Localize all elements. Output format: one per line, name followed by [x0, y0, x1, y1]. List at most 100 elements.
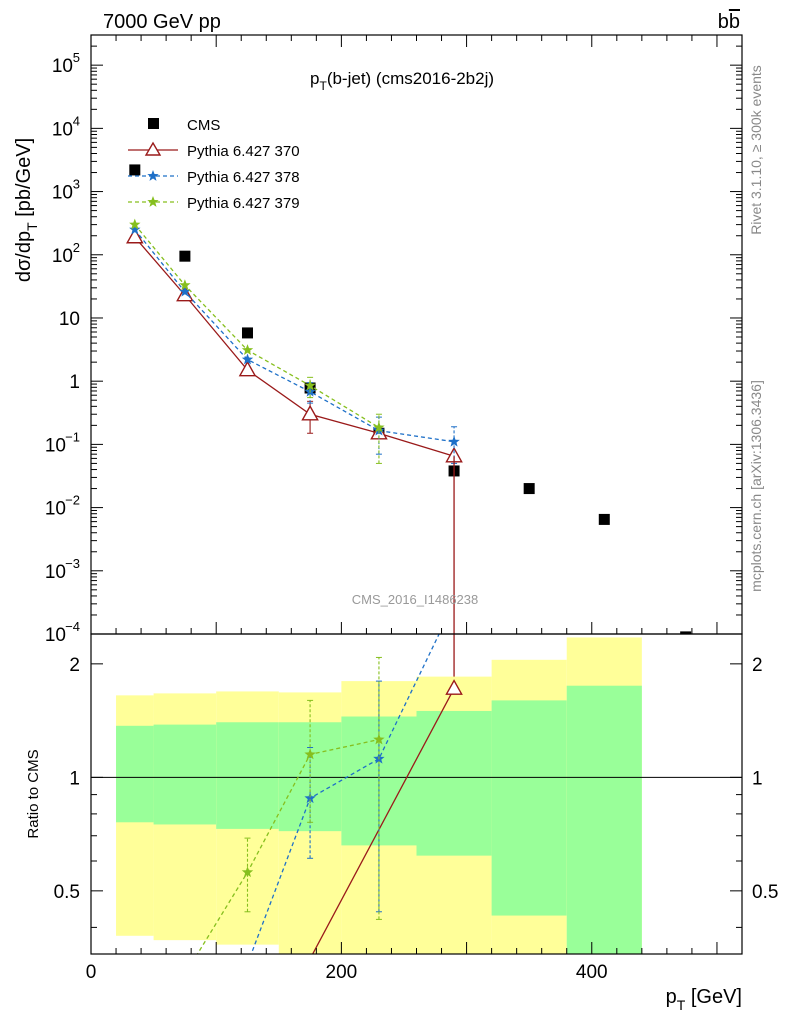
main-y-label: dσ/dpT [pb/GeV]	[13, 138, 40, 282]
data-point	[129, 218, 141, 230]
main-y-tick-exponent: −4	[65, 619, 80, 634]
watermark: CMS_2016_I1486238	[352, 592, 479, 607]
legend-entry-378: Pythia 6.427 378	[128, 169, 300, 186]
svg-text:Rivet 3.1.10, ≥ 300k events: Rivet 3.1.10, ≥ 300k events	[748, 65, 764, 235]
data-point	[241, 353, 254, 365]
main-y-tick-exponent: −3	[65, 556, 80, 571]
ratio-y-tick-label-right: 2	[752, 655, 763, 676]
x-tick-label: 0	[86, 962, 97, 983]
main-y-tick-label: 10	[45, 499, 66, 520]
main-y-tick-exponent: 2	[73, 240, 80, 255]
series-pythia-6-427-379	[129, 218, 385, 464]
main-y-tick-exponent: 3	[73, 177, 80, 192]
energy-label: 7000 GeV pp	[103, 11, 221, 33]
ratio-data-point	[445, 679, 463, 695]
ratio-data-point	[304, 748, 316, 760]
main-y-tick-exponent: 4	[73, 113, 80, 128]
ratio-series-line	[196, 738, 380, 954]
svg-text:CMS: CMS	[187, 117, 220, 134]
main-series	[126, 164, 692, 634]
x-axis-label: pT [GeV]	[666, 986, 742, 1013]
data-point	[179, 279, 191, 291]
process-label: bb	[718, 11, 740, 33]
data-point	[448, 435, 460, 447]
series-line	[134, 224, 380, 429]
main-y-tick-label: 10	[59, 309, 80, 330]
legend: CMS Pythia 6.427 370 Pythia 6.427 378 Py…	[128, 117, 300, 212]
data-point	[129, 164, 141, 176]
uncertainty-band-inner	[153, 724, 217, 825]
main-y-tick-label: 10	[52, 119, 73, 140]
uncertainty-band-inner	[216, 722, 279, 829]
data-point	[179, 285, 191, 297]
svg-text:mcplots.cern.ch [arXiv:1306.34: mcplots.cern.ch [arXiv:1306.3436]	[748, 380, 764, 592]
ratio-y-tick-label-right: 0.5	[752, 882, 778, 903]
ratio-data-point	[373, 733, 385, 745]
data-point	[304, 379, 316, 391]
data-point	[129, 223, 141, 235]
process-antiquark: b	[729, 11, 740, 33]
data-point	[179, 250, 191, 262]
legend-marker-378	[147, 170, 159, 181]
ratio-data-point	[304, 792, 316, 804]
svg-text:Pythia 6.427 370: Pythia 6.427 370	[187, 143, 300, 160]
x-tick-label: 400	[576, 962, 608, 983]
svg-text:Pythia 6.427 378: Pythia 6.427 378	[187, 169, 300, 186]
svg-text:bb: bb	[718, 11, 740, 33]
svg-text:dσ/dpT [pb/GeV]: dσ/dpT [pb/GeV]	[13, 138, 40, 282]
main-y-tick-label: 10	[45, 562, 66, 583]
ratio-y-tick-label-left: 0.5	[54, 882, 80, 903]
legend-marker-379	[147, 196, 159, 207]
plot-title: pT(b-jet) (cms2016-2b2j)	[310, 69, 494, 93]
ratio-series	[196, 634, 463, 954]
data-point	[301, 404, 319, 421]
main-y-tick-label: 10	[52, 246, 73, 267]
svg-text:Ratio to CMS: Ratio to CMS	[25, 749, 42, 838]
data-point	[241, 327, 253, 339]
main-y-tick-exponent: −2	[65, 493, 80, 508]
main-y-tick-exponent: −1	[65, 429, 80, 444]
data-point	[238, 360, 257, 377]
series-pythia-6-427-370	[126, 227, 463, 463]
ratio-x-ticks: 0 200 400	[86, 942, 743, 983]
series-pythia-6-427-378	[129, 223, 460, 464]
data-point	[598, 513, 610, 525]
ratio-y-label: Ratio to CMS	[25, 749, 42, 838]
uncertainty-band-inner	[491, 700, 567, 916]
legend-entry-cms: CMS	[148, 117, 220, 134]
series-cms	[129, 164, 692, 634]
main-y-tick-label: 10	[45, 625, 66, 646]
legend-entry-370: Pythia 6.427 370	[128, 141, 300, 160]
uncertainty-band-inner	[566, 685, 642, 954]
ratio-y-tick-label-left: 2	[69, 655, 80, 676]
data-point	[126, 227, 144, 244]
ratio-series-line	[311, 688, 455, 954]
ratio-series-pythia-6-427-370	[311, 679, 463, 954]
uncertainty-band-inner	[116, 725, 154, 823]
main-y-tick-exponent: 5	[73, 50, 80, 65]
main-y-tick-label: 10	[45, 435, 66, 456]
main-y-tick-label: 10	[52, 183, 73, 204]
data-point	[523, 483, 535, 495]
svg-text:Pythia 6.427 379: Pythia 6.427 379	[187, 195, 300, 212]
side-label-mcplots: mcplots.cern.ch [arXiv:1306.3436]	[748, 380, 764, 592]
uncertainty-band-inner	[416, 710, 492, 856]
ratio-y-tick-label-right: 1	[752, 768, 763, 789]
data-point	[241, 344, 254, 355]
ratio-y-tick-label-left: 1	[69, 768, 80, 789]
ratio-plot: 2 2 1 1 0.5 0.5 0 200 400 Ratio to CMS pT [GeV]	[25, 633, 778, 1013]
side-label-rivet: Rivet 3.1.10, ≥ 300k events	[748, 65, 764, 235]
main-y-tick-label: 10	[52, 56, 73, 77]
ratio-data-point	[241, 866, 254, 878]
series-line	[134, 236, 455, 457]
ratio-series-pythia-6-427-379	[196, 656, 385, 954]
main-y-tick-label: 1	[69, 372, 80, 393]
data-point	[680, 631, 692, 634]
ratio-y-ticks: 2 2 1 1 0.5 0.5	[54, 655, 778, 928]
legend-entry-379: Pythia 6.427 379	[128, 195, 300, 212]
data-point	[373, 421, 385, 433]
series-line	[134, 229, 455, 443]
